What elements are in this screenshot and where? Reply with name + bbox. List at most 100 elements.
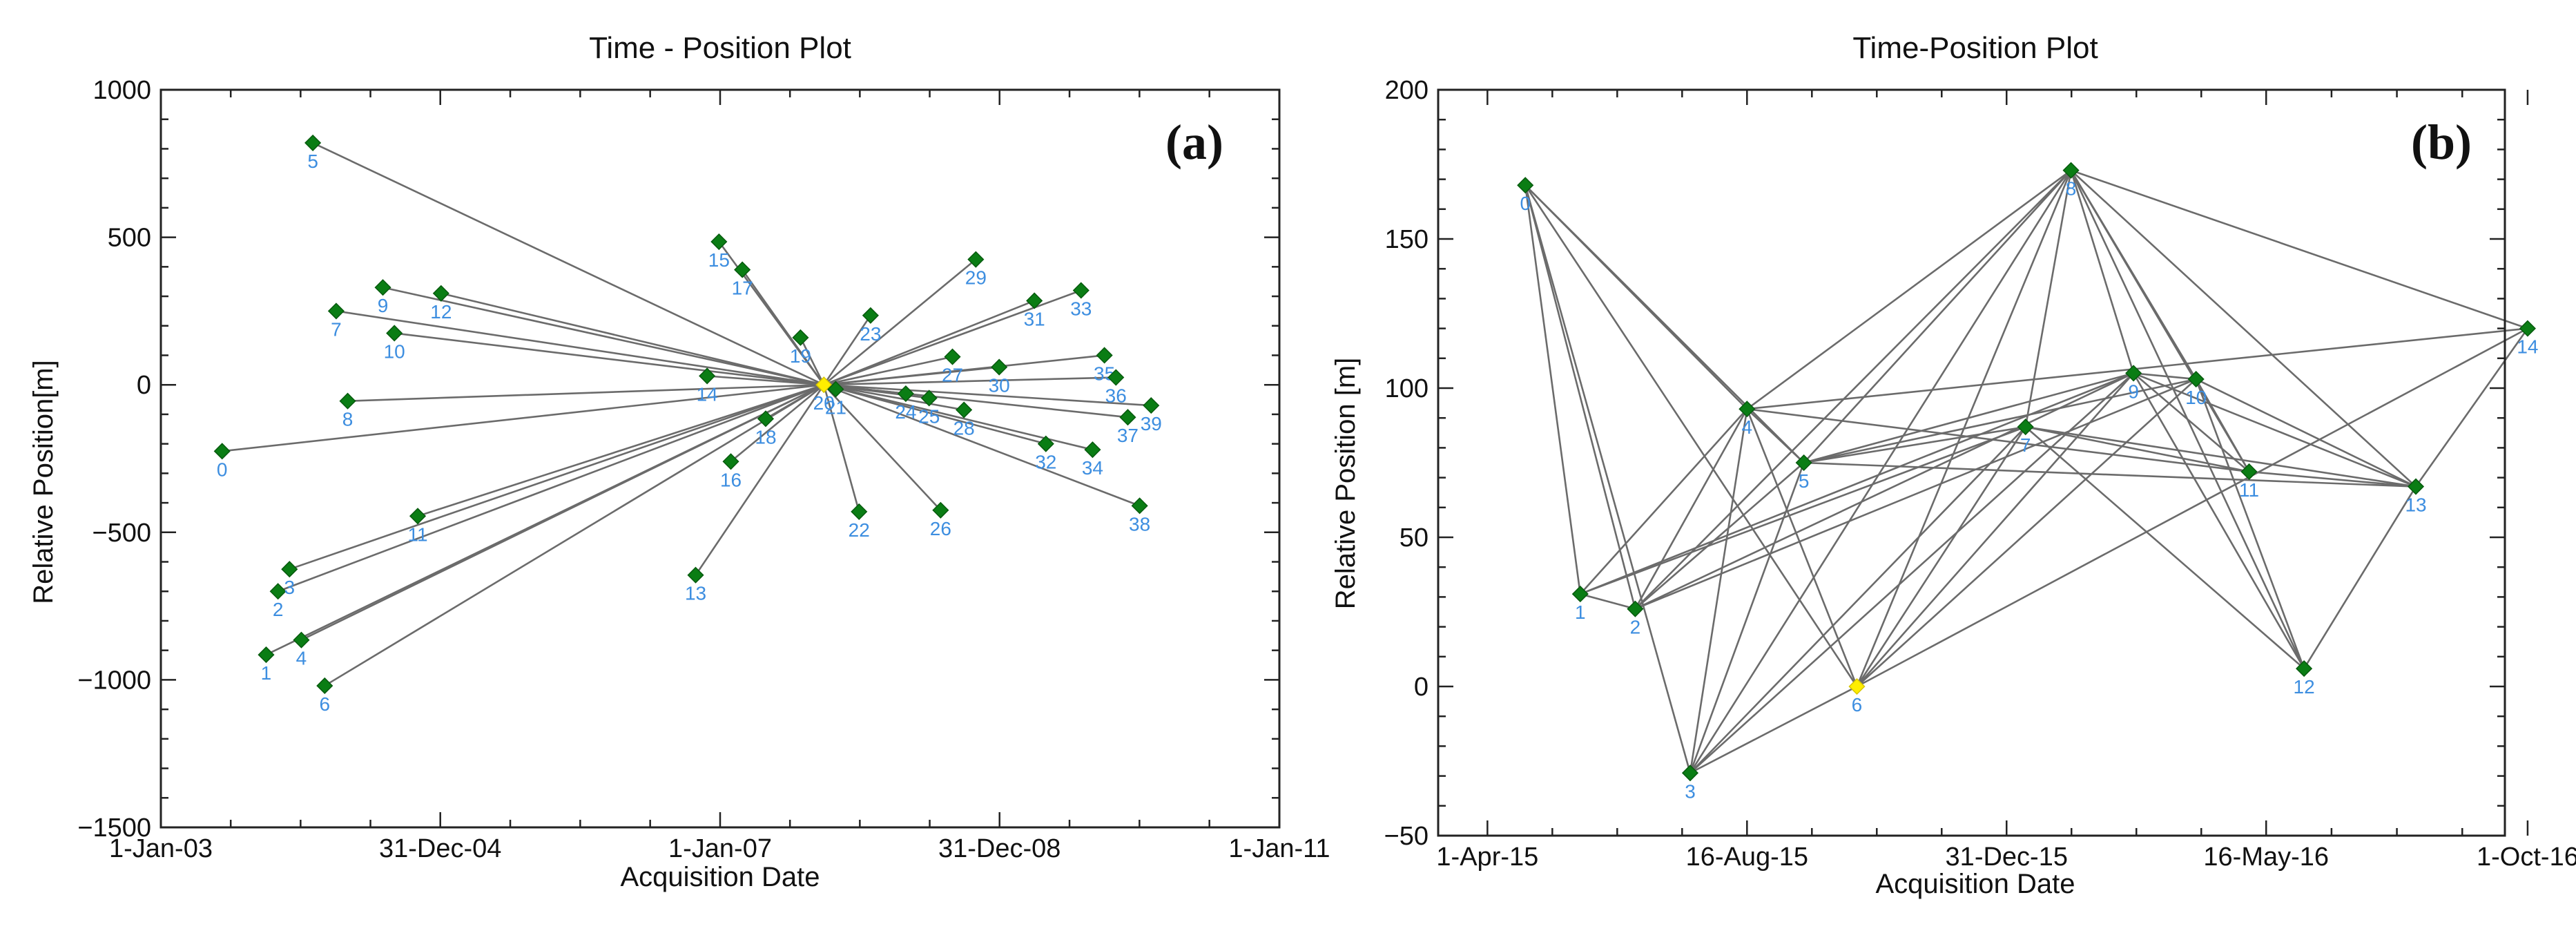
point-label: 12 [2294, 676, 2315, 698]
edge-0-2 [1524, 184, 1636, 610]
point-marker [827, 381, 844, 398]
edge-3-9 [1689, 372, 2135, 774]
point-marker [1037, 435, 1054, 452]
point-marker [710, 233, 728, 251]
point-marker [2187, 370, 2205, 388]
point-marker [757, 410, 775, 427]
point-label: 18 [755, 426, 776, 448]
point-label: 7 [331, 318, 342, 340]
x-tick-label: 16-Aug-15 [1686, 843, 1808, 872]
edge-0-1 [1524, 185, 1582, 595]
edge-1-4 [1579, 408, 1748, 595]
edge-9-11 [2133, 372, 2250, 472]
panel-label-b: (b) [2411, 115, 2472, 170]
chart-title-a: Time - Position Plot [589, 31, 851, 65]
x-tick-label: 1-Oct-16 [2477, 843, 2576, 872]
point-marker [432, 285, 449, 302]
point-marker [1119, 409, 1136, 426]
point-label: 14 [697, 383, 718, 405]
edge-26-20 [823, 384, 942, 511]
edge-1-2 [1580, 593, 1636, 610]
point-marker [1084, 441, 1101, 459]
edge-11-20 [417, 383, 824, 517]
edge-12-20 [440, 292, 824, 386]
point-label: 20 [813, 392, 835, 414]
point-marker [213, 443, 231, 460]
master-point-marker [1848, 677, 1866, 695]
chart-panel-a: Time - Position Plot Acquisition Date Re… [28, 31, 1330, 892]
edge-4-8 [1746, 169, 2072, 410]
edge-3-5 [1689, 462, 1805, 773]
point-label: 36 [1105, 385, 1127, 407]
point-label: 32 [1035, 452, 1056, 473]
point-marker [1739, 401, 1756, 418]
point-label: 34 [1082, 457, 1103, 479]
point-label: 4 [1742, 416, 1753, 438]
y-tick-label: 500 [108, 224, 151, 253]
point-marker [2407, 478, 2425, 495]
edge-5-20 [312, 142, 824, 386]
y-tick-label: 1000 [93, 76, 151, 105]
point-marker [699, 367, 716, 385]
point-label: 1 [1575, 602, 1586, 623]
point-label: 21 [825, 397, 846, 419]
point-marker [293, 631, 310, 648]
edge-4-20 [300, 384, 824, 641]
edge-4-6 [1746, 408, 1858, 687]
point-label: 6 [320, 693, 331, 715]
point-label: 14 [2517, 336, 2538, 358]
x-tick-label: 31-Dec-15 [1946, 843, 2068, 872]
edge-16-20 [730, 384, 825, 463]
edge-6-10 [1856, 378, 2197, 687]
edge-28-20 [824, 383, 965, 411]
edge-13-14 [2414, 327, 2528, 488]
edge-9-12 [2133, 372, 2305, 669]
point-label: 30 [989, 375, 1010, 396]
edge-3-6 [1689, 685, 1858, 774]
x-tick-label: 31-Dec-08 [938, 834, 1061, 863]
point-marker [1681, 765, 1699, 782]
point-label: 9 [378, 295, 389, 316]
edge-33-20 [823, 289, 1082, 386]
point-label: 12 [430, 301, 452, 323]
point-marker [687, 566, 704, 584]
edge-4-5 [1746, 408, 1805, 463]
y-tick-label: −1500 [77, 814, 151, 843]
point-label: 4 [296, 648, 307, 669]
edge-29-20 [823, 258, 977, 386]
point-label: 11 [2239, 479, 2259, 501]
x-axis-label-a: Acquisition Date [620, 862, 820, 892]
y-tick-label: 0 [1414, 673, 1429, 702]
y-tick-label: −50 [1384, 822, 1429, 851]
edge-6-7 [1856, 426, 2026, 687]
edge-17-20 [742, 269, 825, 385]
y-axis-label-b: Relative Position [m] [1330, 358, 1361, 610]
edge-8-13 [2070, 169, 2417, 488]
y-tick-label: 0 [137, 371, 151, 400]
edge-2-20 [278, 383, 824, 593]
point-marker [734, 261, 751, 278]
point-label: 5 [1799, 470, 1810, 492]
edge-10-11 [2195, 378, 2250, 472]
edge-2-9 [1634, 372, 2134, 610]
point-label: 10 [384, 340, 405, 362]
edge-7-8 [2024, 170, 2072, 427]
edge-3-7 [1689, 426, 2026, 774]
point-marker [1795, 454, 1812, 472]
y-tick-label: 200 [1385, 76, 1429, 105]
x-tick-label: 1-Apr-15 [1436, 843, 1538, 872]
point-marker [792, 329, 809, 346]
x-tick-label: 1-Jan-07 [668, 834, 772, 863]
edge-27-20 [823, 356, 953, 386]
edge-5-7 [1803, 425, 2026, 464]
point-marker [339, 392, 356, 410]
point-label: 5 [307, 151, 318, 172]
edge-9-13 [2133, 372, 2417, 488]
edge-7-20 [336, 310, 824, 386]
point-marker [932, 501, 949, 519]
point-marker [991, 358, 1008, 376]
edge-6-14 [1856, 327, 2528, 688]
